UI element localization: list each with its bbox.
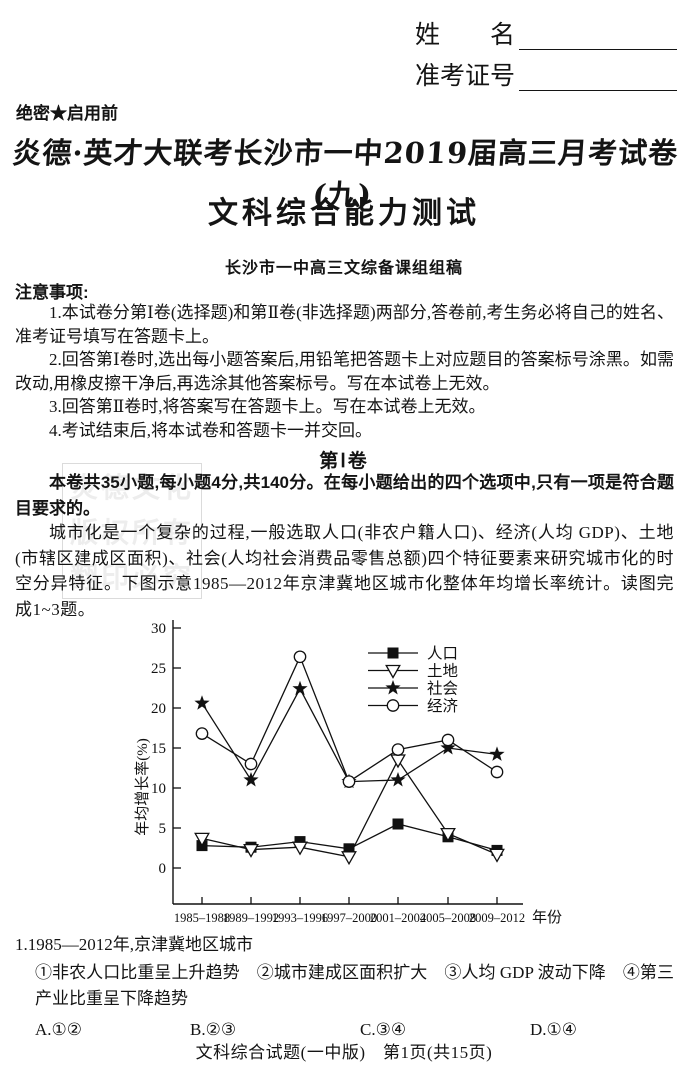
svg-text:30: 30 — [151, 621, 166, 637]
svg-text:0: 0 — [159, 861, 167, 877]
svg-text:10: 10 — [151, 781, 166, 797]
part-one-title: 第Ⅰ卷 — [319, 451, 369, 472]
watermark-line: 版权所有 — [69, 516, 194, 548]
question-passage: 城市化是一个复杂的过程,一般选取人口(非农户籍人口)、经济(人均 GDP)、土地… — [15, 523, 674, 619]
publisher-watermark: 炎德文化 版权所有 翻印必究 — [62, 463, 202, 599]
svg-text:25: 25 — [151, 661, 166, 677]
question-1-options: ①非农人口比重呈上升趋势 ②城市建成区面积扩大 ③人均 GDP 波动下降 ④第三… — [35, 963, 674, 1008]
name-field-row: 姓 名 — [415, 22, 677, 50]
notice-heading: 注意事项: — [15, 283, 89, 302]
svg-text:1993–1996: 1993–1996 — [272, 911, 328, 925]
choice-c: C.③④ — [360, 1020, 407, 1039]
notice-item-3: 3.回答第Ⅱ卷时,将答案写在答题卡上。写在本试卷上无效。 — [49, 397, 486, 416]
name-input-line[interactable] — [519, 23, 677, 50]
watermark-line: 炎德文化 — [69, 472, 194, 504]
choice-d: D.①④ — [530, 1020, 578, 1039]
svg-text:1989–1992: 1989–1992 — [223, 911, 279, 925]
notice-item-1: 1.本试卷分第Ⅰ卷(选择题)和第Ⅱ卷(非选择题)两部分,答卷前,考生务必将自己的… — [15, 303, 674, 346]
svg-text:2001–2004: 2001–2004 — [370, 911, 427, 925]
choice-b: B.②③ — [190, 1020, 237, 1039]
page-footer: 文科综合试题(一中版) 第1页(共15页) — [195, 1043, 493, 1062]
exam-id-input-line[interactable] — [519, 64, 677, 91]
exam-id-label: 准考证号 — [415, 63, 516, 90]
question-1-stem: 1.1985—2012年,京津冀地区城市 — [15, 935, 253, 954]
svg-text:社会: 社会 — [427, 680, 458, 698]
svg-text:2009–2012: 2009–2012 — [469, 911, 525, 925]
watermark-line: 翻印必究 — [69, 561, 194, 593]
exam-id-field-row: 准考证号 — [415, 63, 677, 91]
svg-text:2005–2008: 2005–2008 — [420, 911, 476, 925]
svg-text:年份: 年份 — [532, 909, 562, 926]
svg-text:5: 5 — [159, 821, 167, 837]
secret-label: 绝密★启用前 — [16, 104, 118, 123]
svg-text:1997–2000: 1997–2000 — [321, 911, 377, 925]
notice-list: 1.本试卷分第Ⅰ卷(选择题)和第Ⅱ卷(非选择题)两部分,答卷前,考生务必将自己的… — [15, 301, 674, 442]
subject-title: 文科综合能力测试 — [208, 197, 480, 230]
svg-text:土地: 土地 — [427, 662, 458, 680]
byline: 长沙市一中高三文综备课组组稿 — [224, 260, 463, 277]
svg-text:经济: 经济 — [427, 697, 459, 715]
question-1-block: 1.1985—2012年,京津冀地区城市 ①非农人口比重呈上升趋势 ②城市建成区… — [15, 933, 674, 1043]
notice-item-4: 4.考试结束后,将本试卷和答题卡一并交回。 — [49, 420, 372, 440]
svg-text:年均增长率(%): 年均增长率(%) — [134, 738, 151, 836]
choice-a: A.①② — [35, 1020, 83, 1039]
svg-text:15: 15 — [151, 741, 166, 757]
notice-item-2: 2.回答第Ⅰ卷时,选出每小题答案后,用铅笔把答题卡上对应题目的答案标号涂黑。如需… — [15, 350, 674, 393]
svg-text:人口: 人口 — [427, 645, 458, 663]
svg-text:20: 20 — [151, 701, 166, 717]
svg-text:1985–1988: 1985–1988 — [174, 911, 230, 925]
question-1-choices: A.①② B.②③ C.③④ D.①④ — [15, 1017, 674, 1043]
part-one-instructions: 本卷共35小题,每小题4分,共140分。在每小题给出的四个选项中,只有一项是符合… — [15, 473, 674, 518]
name-label: 姓 名 — [415, 22, 516, 49]
